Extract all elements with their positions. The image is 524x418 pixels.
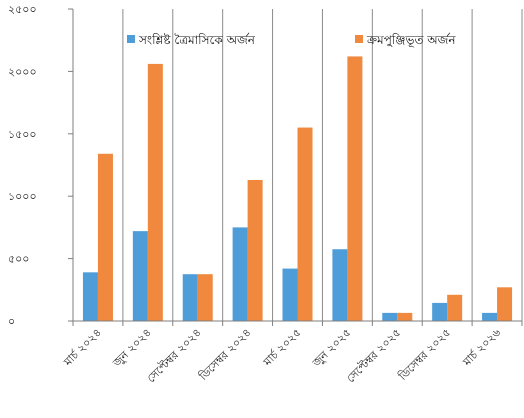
bar-series1-3	[247, 179, 263, 321]
bar-series0-4	[282, 268, 298, 321]
bar-series0-1	[132, 231, 148, 321]
bar-series1-8	[497, 287, 513, 321]
x-tick-label: জুন ২০২৫	[309, 326, 353, 370]
bar-series0-6	[382, 312, 398, 321]
y-tick-label: ১৫০০	[8, 128, 37, 141]
bar-series1-7	[447, 294, 463, 321]
x-tick-label: ডিসেম্বর ২০২৫	[396, 326, 454, 384]
bar-series1-1	[147, 63, 163, 322]
bar-series0-5	[332, 249, 348, 321]
y-tick-label: ২৫০০	[8, 3, 37, 16]
x-tick-label: মার্চ ২০২৪	[61, 326, 104, 369]
axes	[68, 9, 523, 326]
bar-series0-2	[182, 274, 198, 321]
legend-label-cumulative: ক্রমপুঞ্জিভূত অর্জন	[366, 33, 456, 48]
x-tick-label: জুন ২০২৪	[110, 326, 154, 370]
y-tick-label: ২০০০	[8, 65, 37, 78]
y-tick-labels: ০ ৫০০ ১০০০ ১৫০০ ২০০০ ২৫০০	[8, 3, 73, 328]
legend-swatch-cumulative	[355, 35, 363, 43]
gridlines	[122, 9, 523, 321]
bar-series0-0	[82, 272, 98, 321]
bar-series0-3	[232, 227, 248, 321]
bar-series1-2	[197, 274, 213, 321]
bar-series0-8	[482, 312, 498, 321]
bar-series0-7	[432, 302, 448, 321]
bar-series1-5	[347, 56, 363, 321]
legend-swatch-quarterly	[127, 35, 135, 43]
bar-series1-4	[297, 127, 313, 321]
legend-label-quarterly: সংশ্লিষ্ট ত্রৈমাসিকে অর্জন	[138, 33, 256, 47]
bars	[82, 56, 513, 322]
x-tick-label: ডিসেম্বর ২০২৪	[196, 326, 254, 384]
x-tick-label: মার্চ ২০২৫	[260, 326, 303, 369]
y-tick-label: ৫০০	[8, 253, 29, 266]
legend: সংশ্লিষ্ট ত্রৈমাসিকে অর্জন ক্রমপুঞ্জিভূত…	[127, 33, 456, 48]
y-tick-label: ০	[8, 315, 15, 328]
x-tick-label: মার্চ ২০২৬	[460, 326, 503, 369]
bar-series1-0	[97, 153, 113, 321]
bar-series1-6	[397, 312, 413, 321]
y-tick-label: ১০০০	[8, 190, 37, 203]
